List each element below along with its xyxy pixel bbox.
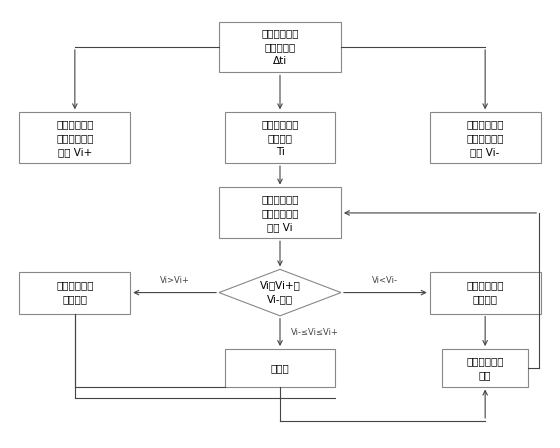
FancyBboxPatch shape (430, 112, 540, 163)
FancyBboxPatch shape (20, 112, 130, 163)
Text: Vi<Vi-: Vi<Vi- (372, 276, 398, 284)
Text: 加载一台或多
台压缩机: 加载一台或多 台压缩机 (56, 280, 94, 305)
FancyBboxPatch shape (219, 22, 341, 73)
Text: 减载一台或多
台压缩机: 减载一台或多 台压缩机 (466, 280, 504, 305)
Text: Vi、Vi+、
Vi-对比: Vi、Vi+、 Vi-对比 (260, 280, 300, 305)
FancyBboxPatch shape (442, 349, 528, 387)
FancyBboxPatch shape (430, 271, 540, 314)
FancyBboxPatch shape (225, 349, 335, 387)
Text: 进入下一判断
周期: 进入下一判断 周期 (466, 356, 504, 380)
Text: 划分水温过热
度范围区间
Δti: 划分水温过热 度范围区间 Δti (262, 28, 298, 66)
Text: 不动作: 不动作 (270, 363, 290, 373)
Text: 计算周期内的
实际水温变化
速度 Vi: 计算周期内的 实际水温变化 速度 Vi (262, 194, 298, 232)
FancyBboxPatch shape (219, 188, 341, 238)
Text: 压缩机减载动
作的水温变化
速度 Vi-: 压缩机减载动 作的水温变化 速度 Vi- (466, 119, 504, 157)
FancyBboxPatch shape (20, 271, 130, 314)
Text: Vi-≤Vi≤Vi+: Vi-≤Vi≤Vi+ (291, 328, 339, 337)
Text: 压缩机动作的
判断周期
Ti: 压缩机动作的 判断周期 Ti (262, 119, 298, 157)
Text: 压缩机加载动
作的水温变化
速度 Vi+: 压缩机加载动 作的水温变化 速度 Vi+ (56, 119, 94, 157)
Polygon shape (219, 269, 341, 316)
FancyBboxPatch shape (225, 112, 335, 163)
Text: Vi>Vi+: Vi>Vi+ (160, 276, 190, 284)
